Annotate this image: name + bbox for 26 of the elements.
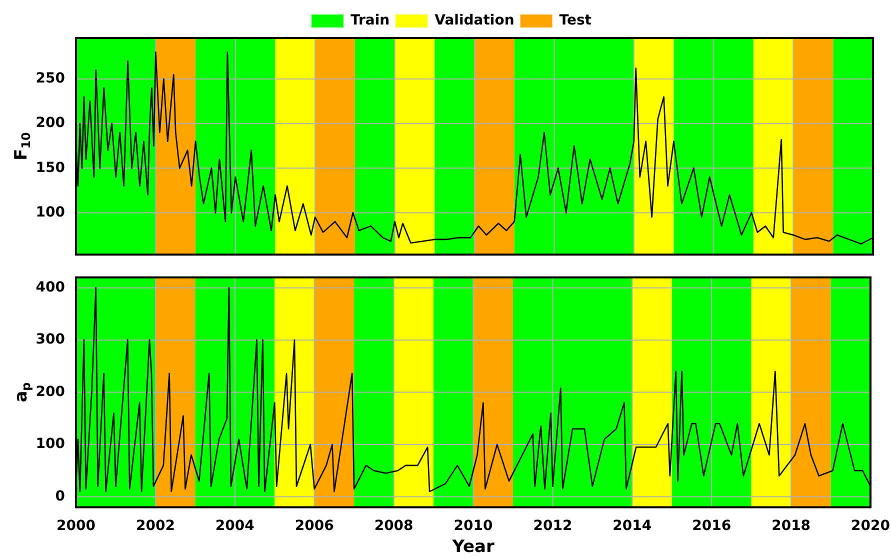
x-tick-label: 2006 [294, 518, 334, 534]
y-tick-label: 300 [36, 332, 66, 348]
y-tick-label: 100 [36, 436, 66, 452]
x-tick-label: 2010 [454, 518, 493, 534]
x-tick-label: 2020 [851, 518, 890, 534]
y-tick-label: 150 [36, 160, 66, 176]
x-tick-label: 2018 [772, 518, 811, 534]
x-tick-label: 2002 [136, 518, 175, 534]
y-axis-title: ap [11, 382, 34, 402]
y-tick-label: 250 [36, 70, 66, 87]
legend-label: Test [559, 12, 592, 29]
x-tick-label: 2012 [533, 518, 572, 534]
x-tick-label: 2000 [56, 518, 96, 534]
y-tick-label: 200 [36, 384, 66, 400]
x-tick-label: 2008 [374, 518, 414, 534]
y-tick-label: 0 [55, 488, 66, 504]
y-tick-label: 400 [36, 279, 66, 296]
y-tick-label: 100 [36, 204, 66, 220]
legend-label: Validation [434, 12, 514, 29]
x-axis-title: Year [451, 536, 495, 557]
legend-label: Train [350, 12, 390, 29]
y-axis-title: F10 [11, 132, 34, 160]
x-tick-label: 2004 [215, 518, 255, 534]
x-tick-label: 2016 [692, 518, 732, 534]
x-tick-label: 2014 [612, 518, 652, 534]
y-tick-label: 200 [36, 115, 66, 132]
